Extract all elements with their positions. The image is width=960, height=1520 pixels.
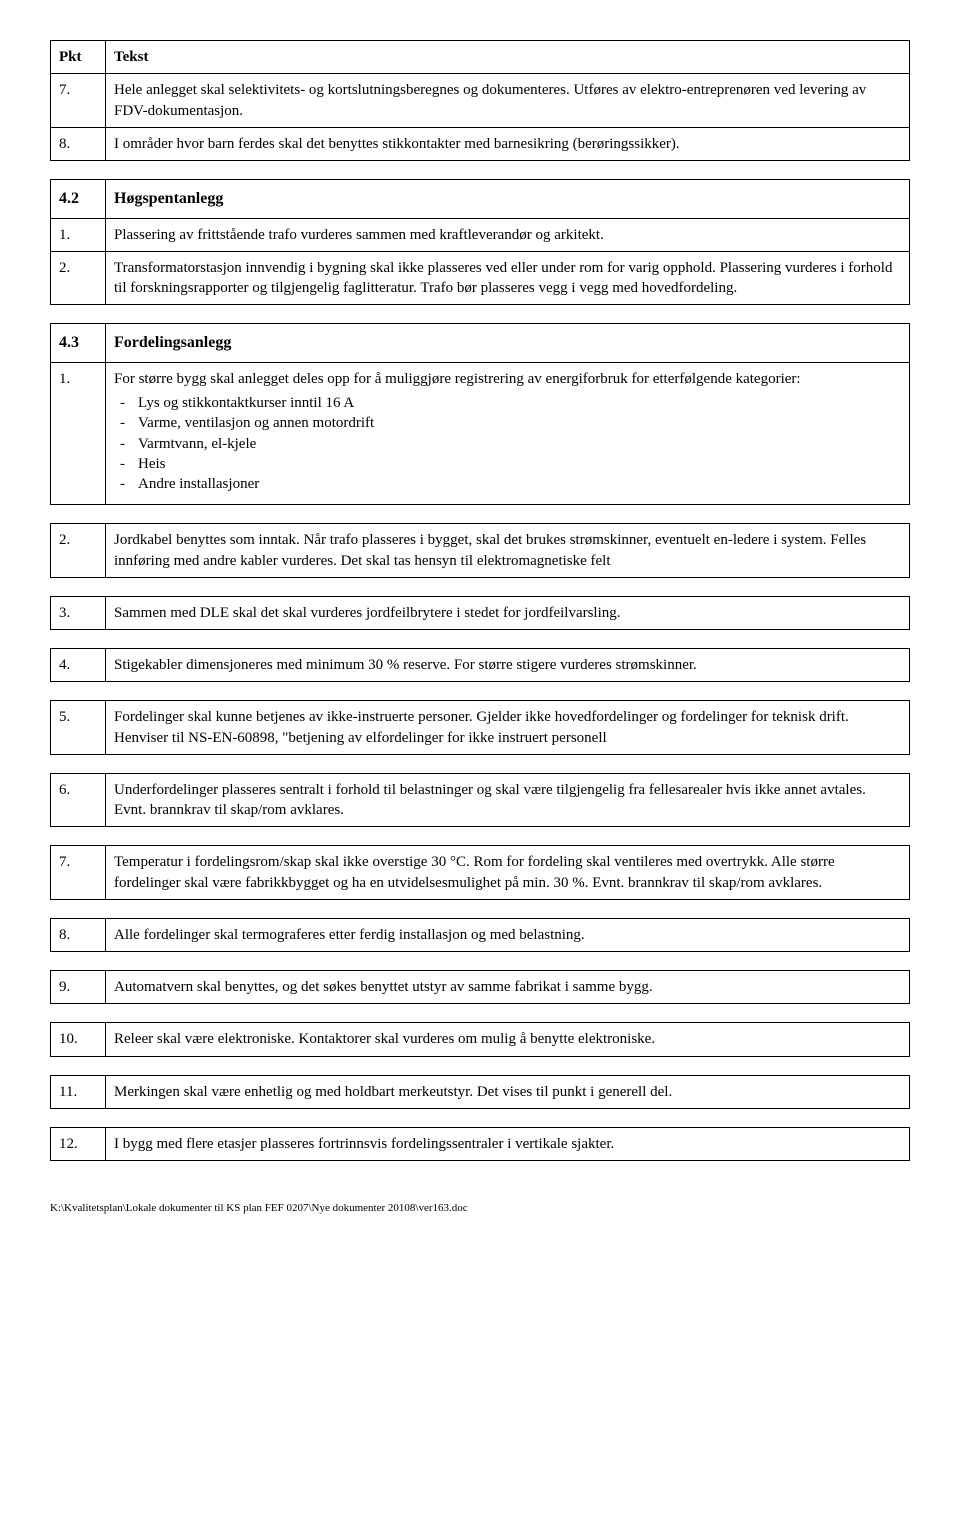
table-row: 1. Plassering av frittstående trafo vurd… — [51, 218, 910, 251]
row-number: 10. — [51, 1023, 106, 1056]
table-section-43-rows: 11. Merkingen skal være enhetlig og med … — [50, 1075, 910, 1109]
table-section-43-rows: 8. Alle fordelinger skal termograferes e… — [50, 918, 910, 952]
row-text: Plassering av frittstående trafo vurdere… — [106, 218, 910, 251]
row-number: 5. — [51, 701, 106, 755]
row-text: Underfordelinger plasseres sentralt i fo… — [106, 773, 910, 827]
row-text: Alle fordelinger skal termograferes ette… — [106, 918, 910, 951]
table-row: 5. Fordelinger skal kunne betjenes av ik… — [51, 701, 910, 755]
list-item: Varme, ventilasjon og annen motordrift — [138, 413, 901, 433]
table-section-43-rows: 6. Underfordelinger plasseres sentralt i… — [50, 773, 910, 828]
table-row: 12. I bygg med flere etasjer plasseres f… — [51, 1127, 910, 1160]
section-heading-row: 4.2 Høgspentanlegg — [51, 180, 910, 219]
row-number: 4. — [51, 649, 106, 682]
table-row: 9. Automatvern skal benyttes, og det søk… — [51, 971, 910, 1004]
table-row: 7. Hele anlegget skal selektivitets- og … — [51, 74, 910, 128]
row-text: Fordelinger skal kunne betjenes av ikke-… — [106, 701, 910, 755]
table-section-43-rows: 5. Fordelinger skal kunne betjenes av ik… — [50, 700, 910, 755]
row-text: Automatvern skal benyttes, og det søkes … — [106, 971, 910, 1004]
table-row: 8. I områder hvor barn ferdes skal det b… — [51, 127, 910, 160]
section-title: Høgspentanlegg — [106, 180, 910, 219]
row-number: 1. — [51, 362, 106, 505]
table-section-43-rows: 2. Jordkabel benyttes som inntak. Når tr… — [50, 523, 910, 578]
table-row: 6. Underfordelinger plasseres sentralt i… — [51, 773, 910, 827]
table-section-43-rows: 4. Stigekabler dimensjoneres med minimum… — [50, 648, 910, 682]
table-row: 4. Stigekabler dimensjoneres med minimum… — [51, 649, 910, 682]
table-section-43: 4.3 Fordelingsanlegg 1. For større bygg … — [50, 323, 910, 505]
row-number: 2. — [51, 251, 106, 305]
col-header-pkt: Pkt — [51, 41, 106, 74]
row-number: 1. — [51, 218, 106, 251]
row-text: I bygg med flere etasjer plasseres fortr… — [106, 1127, 910, 1160]
table-section-a: Pkt Tekst 7. Hele anlegget skal selektiv… — [50, 40, 910, 161]
row-text: Releer skal være elektroniske. Kontaktor… — [106, 1023, 910, 1056]
table-section-42: 4.2 Høgspentanlegg 1. Plassering av frit… — [50, 179, 910, 305]
table-section-43-rows: 9. Automatvern skal benyttes, og det søk… — [50, 970, 910, 1004]
row-number: 6. — [51, 773, 106, 827]
table-section-43-rows: 3. Sammen med DLE skal det skal vurderes… — [50, 596, 910, 630]
category-list: Lys og stikkontaktkurser inntil 16 A Var… — [114, 393, 901, 494]
section-number: 4.2 — [51, 180, 106, 219]
row-text-with-list: For større bygg skal anlegget deles opp … — [106, 362, 910, 505]
row-number: 8. — [51, 918, 106, 951]
row-text: Jordkabel benyttes som inntak. Når trafo… — [106, 524, 910, 578]
row-number: 7. — [51, 846, 106, 900]
col-header-tekst: Tekst — [106, 41, 910, 74]
table-row: 2. Transformatorstasjon innvendig i bygn… — [51, 251, 910, 305]
table-row: 7. Temperatur i fordelingsrom/skap skal … — [51, 846, 910, 900]
table-row: 10. Releer skal være elektroniske. Konta… — [51, 1023, 910, 1056]
row-number: 7. — [51, 74, 106, 128]
section-title: Fordelingsanlegg — [106, 324, 910, 363]
row-text: Hele anlegget skal selektivitets- og kor… — [106, 74, 910, 128]
list-item: Andre installasjoner — [138, 474, 901, 494]
table-row: 1. For større bygg skal anlegget deles o… — [51, 362, 910, 505]
table-row: 11. Merkingen skal være enhetlig og med … — [51, 1075, 910, 1108]
list-item: Heis — [138, 454, 901, 474]
table-section-43-rows: 7. Temperatur i fordelingsrom/skap skal … — [50, 845, 910, 900]
row-number: 12. — [51, 1127, 106, 1160]
section-number: 4.3 — [51, 324, 106, 363]
table-row: 3. Sammen med DLE skal det skal vurderes… — [51, 596, 910, 629]
table-header-row: Pkt Tekst — [51, 41, 910, 74]
table-section-43-rows: 10. Releer skal være elektroniske. Konta… — [50, 1022, 910, 1056]
row-number: 9. — [51, 971, 106, 1004]
row-text: Temperatur i fordelingsrom/skap skal ikk… — [106, 846, 910, 900]
row-lead-text: For større bygg skal anlegget deles opp … — [114, 371, 801, 387]
list-item: Varmtvann, el-kjele — [138, 434, 901, 454]
table-row: 8. Alle fordelinger skal termograferes e… — [51, 918, 910, 951]
list-item: Lys og stikkontaktkurser inntil 16 A — [138, 393, 901, 413]
row-number: 2. — [51, 524, 106, 578]
row-number: 11. — [51, 1075, 106, 1108]
table-row: 2. Jordkabel benyttes som inntak. Når tr… — [51, 524, 910, 578]
row-text: Stigekabler dimensjoneres med minimum 30… — [106, 649, 910, 682]
row-number: 3. — [51, 596, 106, 629]
row-text: Sammen med DLE skal det skal vurderes jo… — [106, 596, 910, 629]
row-text: Transformatorstasjon innvendig i bygning… — [106, 251, 910, 305]
row-text: I områder hvor barn ferdes skal det beny… — [106, 127, 910, 160]
section-heading-row: 4.3 Fordelingsanlegg — [51, 324, 910, 363]
row-number: 8. — [51, 127, 106, 160]
footer-path: K:\Kvalitetsplan\Lokale dokumenter til K… — [50, 1201, 910, 1216]
row-text: Merkingen skal være enhetlig og med hold… — [106, 1075, 910, 1108]
table-section-43-rows: 12. I bygg med flere etasjer plasseres f… — [50, 1127, 910, 1161]
